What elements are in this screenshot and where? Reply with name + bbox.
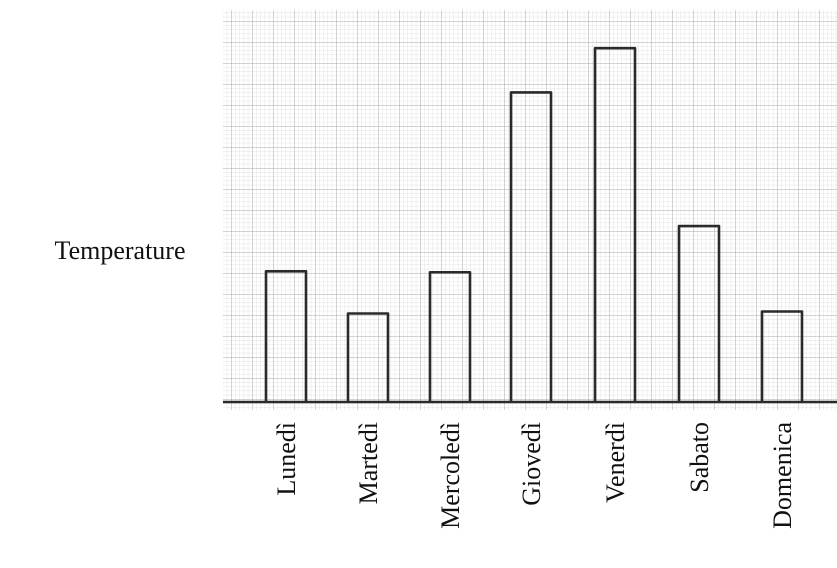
- bar-1: [264, 270, 308, 402]
- x-tick-label-4: Giovedì: [517, 422, 546, 506]
- bar-7: [760, 310, 804, 402]
- x-tick-label-3: Mercoledì: [436, 422, 465, 529]
- x-tick-label-6: Sabato: [685, 422, 714, 493]
- y-axis-label: Temperature: [55, 236, 186, 265]
- bar-5: [593, 46, 637, 402]
- bar-2: [346, 312, 390, 402]
- x-tick-labels: Lunedì Martedì Mercoledì Giovedì Venerdì Saba…: [272, 422, 797, 529]
- bar-6: [677, 224, 721, 402]
- x-tick-label-7: Domenica: [768, 422, 797, 529]
- x-tick-label-1: Lunedì: [272, 422, 301, 496]
- x-tick-label-2: Martedì: [354, 422, 383, 504]
- bar-4: [509, 91, 553, 402]
- x-tick-label-5: Venerdì: [601, 422, 630, 503]
- bar-group: [264, 46, 804, 402]
- graph-paper-grid: [223, 10, 837, 410]
- bar-3: [428, 271, 472, 402]
